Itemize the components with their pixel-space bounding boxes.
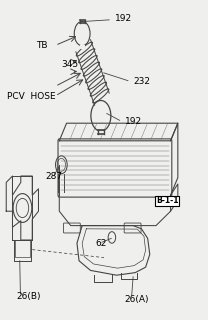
Text: PCV  HOSE: PCV HOSE	[7, 92, 56, 100]
Text: 26(B): 26(B)	[17, 292, 41, 301]
Text: B-1-1: B-1-1	[156, 196, 178, 205]
Text: 287: 287	[46, 172, 63, 181]
Text: 345: 345	[61, 60, 78, 68]
Text: TB: TB	[36, 41, 48, 50]
Text: 192: 192	[115, 14, 132, 23]
Text: 26(A): 26(A)	[125, 295, 149, 304]
Text: 232: 232	[133, 77, 150, 86]
Text: 62: 62	[96, 239, 107, 248]
Text: 192: 192	[125, 117, 142, 126]
